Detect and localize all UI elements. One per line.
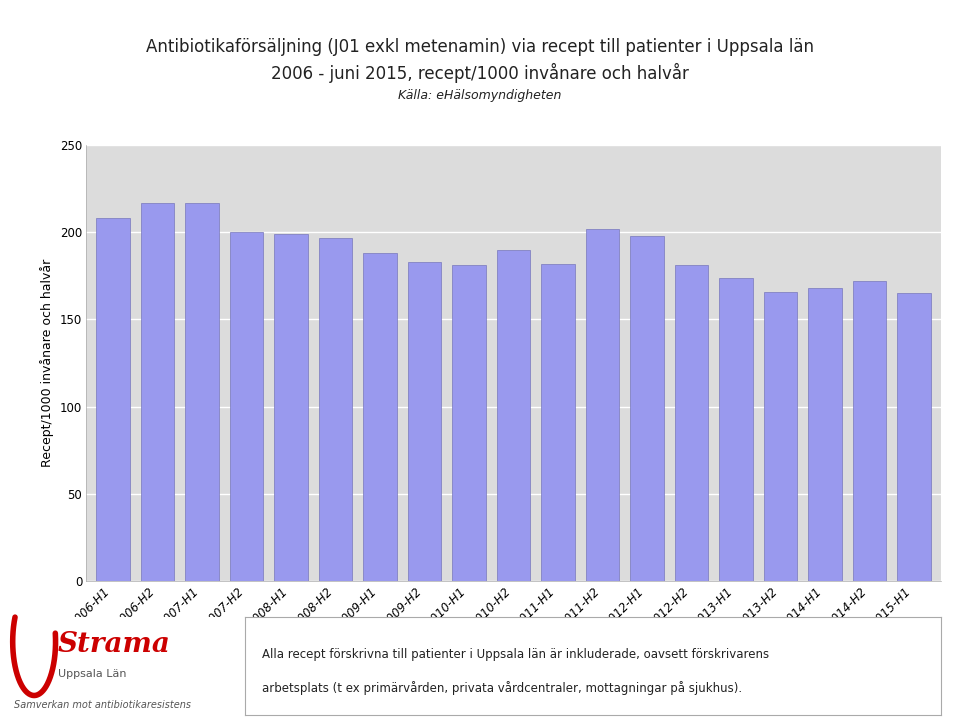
Text: Källa: eHälsomyndigheten: Källa: eHälsomyndigheten bbox=[398, 89, 562, 102]
Bar bbox=[764, 292, 798, 581]
Text: Samverkan mot antibiotikaresistens: Samverkan mot antibiotikaresistens bbox=[13, 701, 191, 710]
Bar bbox=[185, 203, 219, 581]
Bar bbox=[852, 281, 886, 581]
Text: arbetsplats (t ex primärvården, privata vårdcentraler, mottagningar på sjukhus).: arbetsplats (t ex primärvården, privata … bbox=[262, 681, 742, 695]
Bar bbox=[96, 219, 130, 581]
Bar bbox=[408, 262, 442, 581]
Y-axis label: Recept/1000 invånare och halvår: Recept/1000 invånare och halvår bbox=[40, 259, 55, 467]
Bar bbox=[586, 229, 619, 581]
Bar bbox=[898, 293, 931, 581]
Bar bbox=[497, 250, 530, 581]
Bar bbox=[452, 266, 486, 581]
Bar bbox=[275, 234, 308, 581]
Text: Antibiotikaförsäljning (J01 exkl metenamin) via recept till patienter i Uppsala : Antibiotikaförsäljning (J01 exkl metenam… bbox=[146, 38, 814, 56]
Bar bbox=[319, 237, 352, 581]
Bar bbox=[719, 277, 753, 581]
Bar bbox=[364, 253, 396, 581]
Text: 2006 - juni 2015, recept/1000 invånare och halvår: 2006 - juni 2015, recept/1000 invånare o… bbox=[271, 62, 689, 83]
Bar bbox=[229, 232, 263, 581]
Text: Strama: Strama bbox=[58, 631, 171, 658]
Bar bbox=[808, 288, 842, 581]
Bar bbox=[631, 236, 663, 581]
Text: Alla recept förskrivna till patienter i Uppsala län är inkluderade, oavsett förs: Alla recept förskrivna till patienter i … bbox=[262, 648, 769, 661]
Bar bbox=[675, 266, 708, 581]
Text: Uppsala Län: Uppsala Län bbox=[58, 669, 127, 679]
Bar bbox=[141, 203, 175, 581]
Bar bbox=[541, 264, 575, 581]
